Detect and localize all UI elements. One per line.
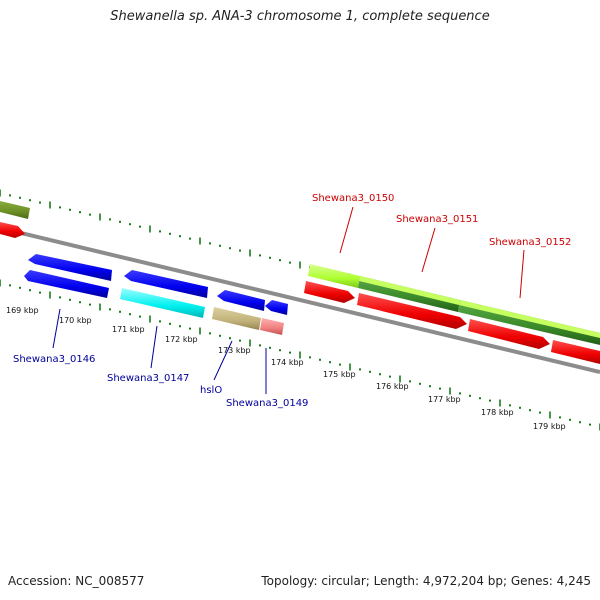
tick-label-171: 171 kbp xyxy=(112,325,145,334)
blue-gene-0149-a xyxy=(265,300,288,315)
gene-label-0151: Shewana3_0151 xyxy=(396,214,478,225)
gene-label-0150: Shewana3_0150 xyxy=(312,193,394,204)
blue-gene-0146-a xyxy=(28,254,112,281)
reverse-upper-row xyxy=(28,254,288,315)
blue-gene-0147-a xyxy=(124,270,208,298)
tick-label-177: 177 kbp xyxy=(428,395,461,404)
forward-outer-row xyxy=(0,201,600,345)
top-gene-labels: Shewana3_0150 Shewana3_0151 Shewana3_015… xyxy=(312,193,571,248)
gene-label-0147: Shewana3_0147 xyxy=(107,373,189,384)
gene-label-0146: Shewana3_0146 xyxy=(13,354,95,365)
lower-tick-track xyxy=(0,279,600,431)
reverse-lower-row xyxy=(24,270,284,335)
lime-gene-0150 xyxy=(308,264,360,288)
top-leader-lines xyxy=(339,206,525,299)
bottom-gene-labels: Shewana3_0146 Shewana3_0147 hslO Shewana… xyxy=(13,354,308,409)
tick-label-173: 173 kbp xyxy=(218,346,251,355)
leader-0151 xyxy=(421,227,436,273)
topology-text: Topology: circular; Length: 4,972,204 bp… xyxy=(261,574,591,588)
tick-label-175: 175 kbp xyxy=(323,370,356,379)
sequence-backbone xyxy=(0,226,600,374)
gene-label-0149: Shewana3_0149 xyxy=(226,398,308,409)
lime-gene-0152 xyxy=(459,300,600,338)
red-gene-0152 xyxy=(468,319,550,349)
accession-text: Accession: NC_008577 xyxy=(8,574,145,588)
gene-label-hslO: hslO xyxy=(200,385,222,396)
forward-inner-row xyxy=(0,222,600,364)
blue-gene-0146 xyxy=(24,270,109,298)
leader-0146 xyxy=(52,308,61,349)
pink-gene-0149 xyxy=(260,318,284,335)
lime-gene-0151 xyxy=(359,276,460,305)
leader-0150 xyxy=(339,206,354,254)
red-gene-0150 xyxy=(304,281,355,303)
tick-label-172: 172 kbp xyxy=(165,335,198,344)
kbp-tick-labels: 169 kbp 170 kbp 171 kbp 172 kbp 173 kbp … xyxy=(6,306,566,431)
tick-label-170: 170 kbp xyxy=(59,316,92,325)
tick-label-178: 178 kbp xyxy=(481,408,514,417)
tick-label-176: 176 kbp xyxy=(376,382,409,391)
red-gene-0151 xyxy=(357,293,467,329)
olive-gene-left xyxy=(0,201,30,219)
leader-0152 xyxy=(519,249,525,299)
olive-gene-hslO xyxy=(212,307,261,330)
red-gene-right xyxy=(551,340,600,364)
leader-0147 xyxy=(150,325,158,369)
tick-label-169: 169 kbp xyxy=(6,306,39,315)
tick-label-174: 174 kbp xyxy=(271,358,304,367)
tick-label-179: 179 kbp xyxy=(533,422,566,431)
red-gene-left xyxy=(0,222,25,238)
blue-gene-hslO-a xyxy=(217,290,265,311)
map-title: Shewanella sp. ANA-3 chromosome 1, compl… xyxy=(110,9,490,24)
gene-label-0152: Shewana3_0152 xyxy=(489,237,571,248)
leader-hslO xyxy=(213,340,233,381)
cyan-gene-0147 xyxy=(120,288,205,318)
bottom-leader-lines xyxy=(52,308,267,394)
